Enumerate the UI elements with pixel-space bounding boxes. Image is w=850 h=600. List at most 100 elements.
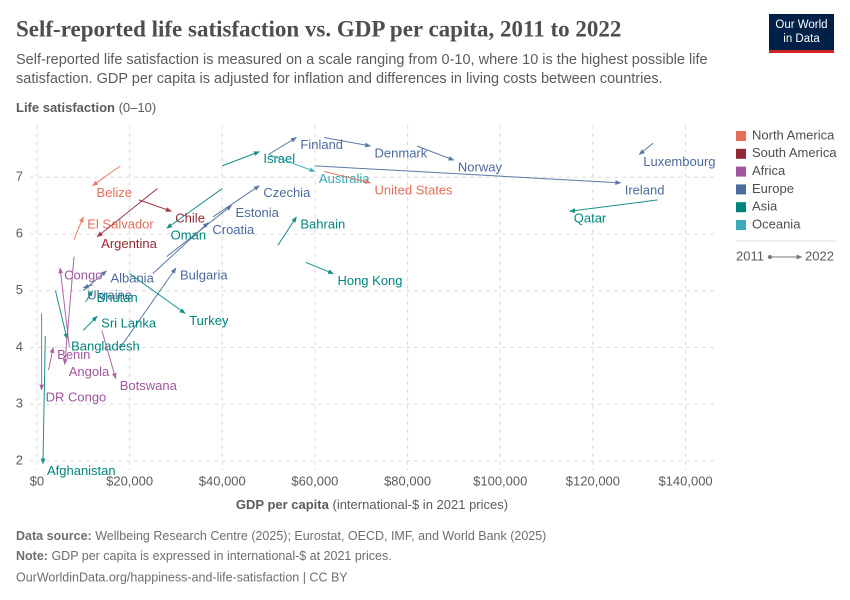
country-label: Qatar bbox=[574, 211, 607, 226]
legend-label: North America bbox=[752, 127, 835, 142]
country-trajectory bbox=[314, 165, 622, 185]
y-axis-title-main: Life satisfaction bbox=[16, 100, 115, 115]
legend-year: 2022 bbox=[805, 248, 834, 263]
country-trajectory bbox=[277, 216, 297, 246]
country-trajectory bbox=[638, 142, 654, 155]
country-trajectory bbox=[268, 137, 297, 155]
y-tick-label: 2 bbox=[16, 452, 23, 467]
legend-label: Africa bbox=[752, 163, 786, 178]
logo-bar bbox=[769, 50, 834, 53]
country-label: Albania bbox=[110, 270, 154, 285]
country-trajectory bbox=[96, 188, 158, 238]
legend-swatch bbox=[736, 220, 746, 230]
country-trajectory bbox=[152, 222, 209, 275]
x-axis-title-main: GDP per capita bbox=[236, 497, 330, 512]
country-label: Ukraine bbox=[87, 287, 132, 302]
country-trajectory bbox=[48, 346, 55, 371]
x-axis-title: GDP per capita (international-$ in 2021 … bbox=[236, 497, 508, 512]
logo-text: Our World bbox=[775, 19, 827, 31]
subtitle: Self-reported life satisfaction is measu… bbox=[16, 52, 708, 68]
country-trajectory bbox=[416, 145, 455, 161]
country-trajectory bbox=[305, 261, 335, 275]
source: Data source: Wellbeing Research Centre (… bbox=[16, 529, 546, 543]
country-label: Bhutan bbox=[97, 290, 138, 305]
country-trajectory bbox=[166, 188, 223, 229]
country-trajectory bbox=[82, 315, 98, 331]
country-label: Bangladesh bbox=[71, 338, 140, 353]
subtitle: satisfaction. GDP per capita is adjusted… bbox=[16, 71, 663, 87]
country-label: Argentina bbox=[101, 236, 157, 251]
country-label: Oman bbox=[171, 228, 206, 243]
legend-label: Europe bbox=[752, 181, 794, 196]
legend-label: South America bbox=[752, 145, 837, 160]
country-label: Belize bbox=[97, 185, 132, 200]
x-tick-label: $60,000 bbox=[291, 473, 338, 488]
country-label: Botswana bbox=[120, 378, 178, 393]
country-label: Australia bbox=[319, 171, 370, 186]
x-tick-label: $140,000 bbox=[658, 473, 712, 488]
country-label: Benin bbox=[57, 347, 90, 362]
x-tick-label: $20,000 bbox=[106, 473, 153, 488]
source-text: Wellbeing Research Centre (2025); Eurost… bbox=[95, 529, 546, 543]
country-trajectory bbox=[324, 136, 372, 148]
y-tick-label: 3 bbox=[16, 396, 23, 411]
x-axis-unit: (international-$ in 2021 prices) bbox=[332, 497, 508, 512]
plot: Luxembourg Ireland Norway Denmark Finland Cze… bbox=[39, 136, 716, 478]
country-trajectory bbox=[40, 336, 46, 465]
legend-swatch bbox=[736, 131, 746, 141]
x-tick-label: $120,000 bbox=[566, 473, 620, 488]
country-trajectory bbox=[119, 267, 177, 348]
chart-title: Self-reported life satisfaction vs. GDP … bbox=[16, 16, 621, 41]
country-trajectory bbox=[92, 165, 121, 187]
y-tick-label: 4 bbox=[16, 339, 23, 354]
legend-dot bbox=[768, 255, 772, 259]
country-trajectory bbox=[85, 290, 93, 303]
country-trajectory bbox=[54, 290, 69, 340]
country-label: Czechia bbox=[263, 185, 311, 200]
country-label: El Salvador bbox=[87, 216, 154, 231]
country-label: Ireland bbox=[625, 182, 665, 197]
country-label: Denmark bbox=[375, 145, 428, 160]
country-trajectory bbox=[569, 199, 658, 213]
country-label: Croatia bbox=[212, 222, 255, 237]
country-trajectory bbox=[212, 185, 260, 218]
country-label: Estonia bbox=[236, 205, 280, 220]
country-label: Sri Lanka bbox=[101, 316, 157, 331]
y-tick-label: 7 bbox=[16, 169, 23, 184]
y-axis-title: Life satisfaction (0–10) bbox=[16, 100, 156, 115]
country-label: Congo bbox=[64, 267, 102, 282]
country-trajectory bbox=[82, 283, 93, 289]
grid: 2 3 4 5 6 7 $0 $20,000 $40,000 $60,000 $80,000 $100… bbox=[16, 125, 718, 488]
legend-year: 2011 bbox=[736, 248, 764, 263]
country-trajectory bbox=[129, 273, 186, 314]
legend-label: Asia bbox=[752, 199, 778, 214]
logo-box bbox=[769, 14, 834, 50]
legend-label: Oceania bbox=[752, 216, 801, 231]
x-tick-label: $100,000 bbox=[473, 473, 527, 488]
country-label: Angola bbox=[69, 364, 110, 379]
country-label: Bulgaria bbox=[180, 267, 228, 282]
country-trajectory bbox=[222, 151, 260, 167]
legend-swatch bbox=[736, 184, 746, 195]
logo[interactable]: Our World in Data bbox=[769, 14, 834, 53]
legend: North America South America Africa Europe As… bbox=[736, 127, 837, 263]
country-label: Bahrain bbox=[300, 216, 345, 231]
country-label: Chile bbox=[175, 211, 205, 226]
legend-swatch bbox=[736, 166, 746, 177]
x-tick-label: $80,000 bbox=[384, 473, 431, 488]
url[interactable]: OurWorldinData.org/happiness-and-life-sa… bbox=[16, 570, 348, 584]
country-label: DR Congo bbox=[46, 389, 107, 404]
y-tick-label: 6 bbox=[16, 225, 23, 240]
note-label: Note: bbox=[16, 549, 48, 563]
country-trajectory bbox=[62, 256, 75, 366]
legend-swatch bbox=[736, 202, 746, 213]
note-text: GDP per capita is expressed in internati… bbox=[51, 549, 391, 563]
country-label: Hong Kong bbox=[337, 273, 402, 288]
country-label: Luxembourg bbox=[643, 154, 715, 169]
y-axis-unit: (0–10) bbox=[119, 100, 157, 115]
note: Note: GDP per capita is expressed in int… bbox=[16, 549, 392, 563]
country-label: Norway bbox=[458, 160, 503, 175]
country-label: Finland bbox=[300, 137, 343, 152]
source-label: Data source: bbox=[16, 529, 92, 543]
country-trajectory bbox=[101, 330, 117, 380]
